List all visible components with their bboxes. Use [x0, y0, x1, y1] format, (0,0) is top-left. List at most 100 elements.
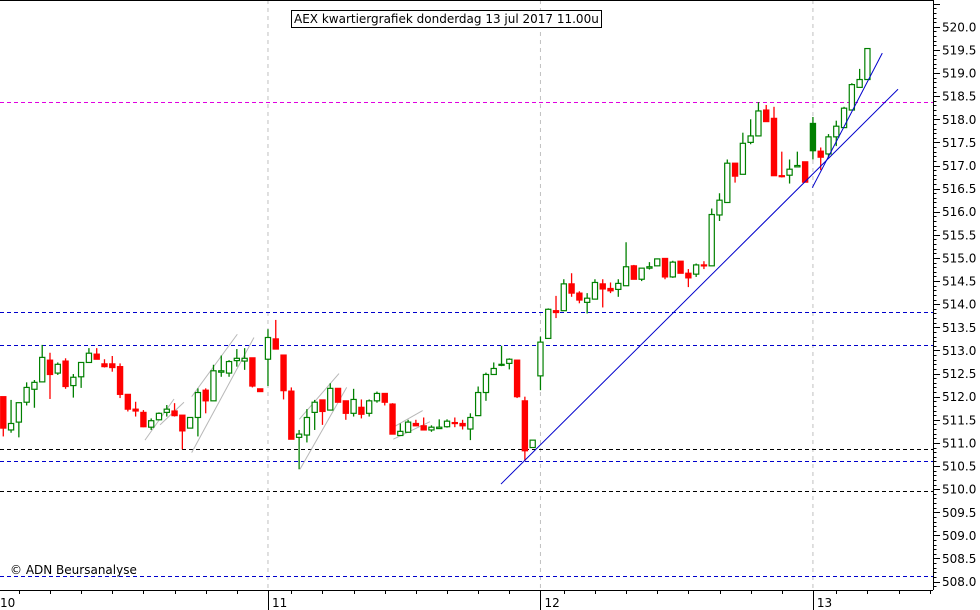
- y-tick-label: 511.0: [942, 436, 976, 450]
- candle-body: [311, 401, 318, 413]
- candle-body: [186, 416, 194, 429]
- candle-body: [716, 199, 723, 216]
- y-tick-label: 513.5: [942, 321, 976, 335]
- candle-body: [218, 370, 225, 373]
- chart-title: AEX kwartiergrafiek donderdag 13 jul 201…: [291, 10, 602, 28]
- y-tick-label: 517.0: [942, 159, 976, 173]
- candle-body: [62, 360, 69, 388]
- candle-body: [116, 366, 124, 395]
- candle-body: [264, 336, 272, 360]
- candle-body: [825, 136, 832, 155]
- candle-body: [194, 391, 202, 419]
- candle-body: [148, 420, 155, 428]
- candle-body: [786, 168, 793, 176]
- y-tick-label: 520.0: [942, 20, 976, 34]
- y-tick-label: 519.5: [942, 43, 976, 57]
- candle-body: [46, 359, 54, 376]
- y-tick-label: 512.5: [942, 367, 976, 381]
- y-tick-label: 511.5: [942, 413, 976, 427]
- candle-body: [482, 373, 490, 394]
- candle-body: [724, 162, 731, 204]
- candle-body: [560, 283, 568, 312]
- candle-body: [85, 352, 93, 364]
- candle-body: [739, 142, 747, 175]
- candle-body: [171, 410, 178, 417]
- y-tick-label: 517.5: [942, 136, 976, 150]
- trend-lines: [500, 52, 899, 485]
- y-tick-label: 510.0: [942, 483, 976, 497]
- candle-body: [303, 416, 311, 436]
- y-tick-label: 515.0: [942, 251, 976, 265]
- candle-body: [249, 357, 256, 387]
- candle-body: [552, 310, 560, 314]
- horizontal-level-lines: [0, 102, 933, 577]
- candle-body: [576, 292, 583, 301]
- candle-body: [630, 265, 638, 280]
- candle-body: [840, 107, 848, 129]
- candle-body: [15, 402, 23, 423]
- candle-body: [124, 393, 132, 410]
- candle-body: [622, 266, 630, 287]
- candle-body: [545, 308, 552, 340]
- candle-body: [583, 297, 591, 303]
- candle-body: [607, 287, 614, 292]
- channel-line: [393, 410, 423, 428]
- candle-body: [731, 162, 739, 177]
- candle-body: [506, 358, 513, 364]
- candle-body: [513, 359, 521, 398]
- candle-body: [93, 353, 100, 360]
- candle-body: [436, 426, 443, 430]
- candle-body: [225, 360, 233, 374]
- candle-body: [490, 367, 497, 376]
- day-label: 10: [0, 596, 15, 610]
- candle-body: [638, 267, 645, 280]
- y-tick-label: 516.0: [942, 205, 976, 219]
- candle-body: [140, 411, 147, 428]
- candle-body: [23, 386, 30, 403]
- candle-body: [381, 392, 388, 403]
- candle-body: [210, 370, 217, 402]
- trend-line: [500, 88, 899, 485]
- candle-body: [319, 399, 326, 413]
- candle-body: [0, 396, 7, 429]
- trend-line: [811, 52, 883, 188]
- candle-body: [202, 389, 209, 402]
- candle-body: [109, 363, 116, 369]
- candle-body: [101, 363, 108, 368]
- candles: [0, 47, 871, 470]
- candle-body: [615, 282, 622, 291]
- day-label: 13: [817, 596, 832, 610]
- candle-body: [646, 266, 653, 269]
- y-tick-label: 508.0: [942, 575, 976, 589]
- candle-body: [295, 433, 303, 438]
- candle-body: [498, 363, 505, 366]
- candle-body: [179, 414, 186, 432]
- y-tick-label: 509.0: [942, 529, 976, 543]
- candle-body: [864, 47, 871, 81]
- candle-body: [389, 403, 396, 435]
- candle-body: [327, 387, 334, 411]
- channel-line: [191, 337, 255, 453]
- y-tick-label: 510.5: [942, 460, 976, 474]
- candle-body: [459, 422, 466, 427]
- candle-body: [350, 398, 357, 414]
- y-tick-label: 515.5: [942, 228, 976, 242]
- y-tick-label: 508.5: [942, 552, 976, 566]
- candle-body: [342, 400, 350, 414]
- candle-body: [451, 421, 459, 425]
- day-label: 11: [272, 596, 287, 610]
- candle-body: [568, 283, 575, 294]
- candle-body: [358, 406, 365, 415]
- candle-body: [848, 84, 856, 111]
- candle-body: [420, 425, 427, 431]
- candle-body: [241, 357, 248, 362]
- y-tick-label: 518.0: [942, 113, 976, 127]
- y-tick-label: 518.5: [942, 90, 976, 104]
- candle-body: [7, 422, 15, 431]
- candle-body: [467, 416, 474, 430]
- candle-body: [404, 421, 412, 433]
- candle-body: [474, 391, 482, 417]
- y-tick-label: 513.0: [942, 344, 976, 358]
